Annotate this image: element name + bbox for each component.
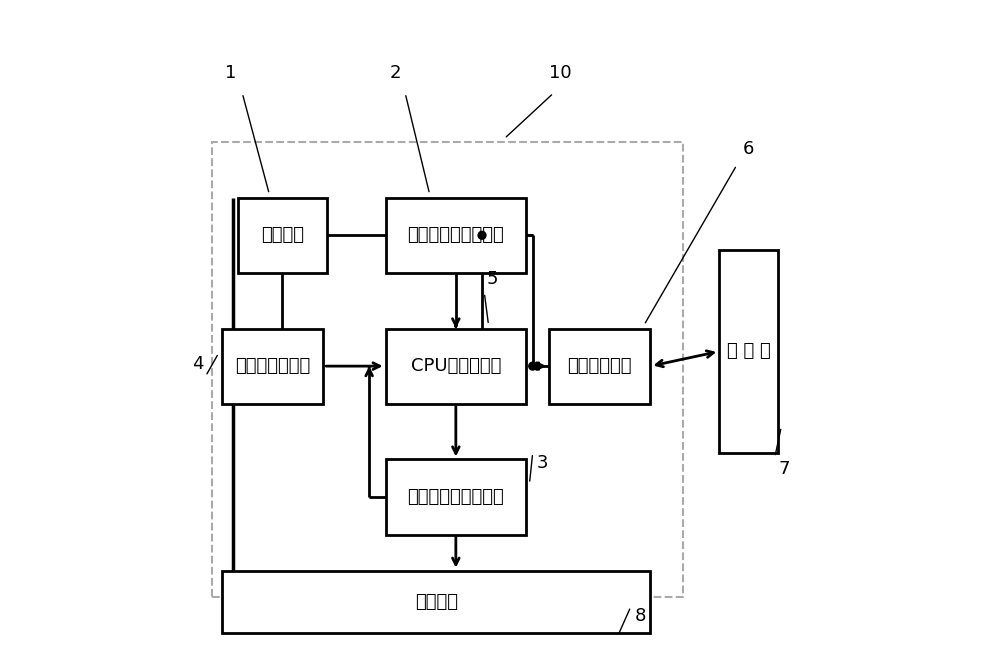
Text: 6: 6 — [743, 139, 754, 158]
Text: 1: 1 — [225, 64, 236, 82]
Circle shape — [529, 362, 537, 370]
Text: 10: 10 — [549, 64, 572, 82]
FancyBboxPatch shape — [549, 328, 650, 404]
Text: 上 位 机: 上 位 机 — [727, 342, 770, 361]
Text: 7: 7 — [779, 460, 790, 478]
Circle shape — [478, 231, 486, 239]
FancyBboxPatch shape — [386, 198, 526, 273]
Text: 现场设备: 现场设备 — [415, 593, 458, 610]
Text: 8: 8 — [635, 607, 646, 625]
FancyBboxPatch shape — [222, 570, 650, 633]
Text: 2: 2 — [390, 64, 401, 82]
Text: CPU处理器单元: CPU处理器单元 — [411, 357, 501, 375]
FancyBboxPatch shape — [719, 250, 778, 453]
Text: 数字量输入隔离单元: 数字量输入隔离单元 — [407, 226, 504, 244]
Text: 3: 3 — [537, 453, 548, 472]
FancyBboxPatch shape — [238, 198, 327, 273]
Text: 数字量输出隔离单元: 数字量输出隔离单元 — [407, 488, 504, 506]
Text: 5: 5 — [486, 271, 498, 288]
Text: 通讯接口单元: 通讯接口单元 — [568, 357, 632, 375]
Text: 模拟量采集单元: 模拟量采集单元 — [235, 357, 310, 375]
FancyBboxPatch shape — [386, 459, 526, 535]
Text: 供电单元: 供电单元 — [261, 226, 304, 244]
Text: 4: 4 — [192, 355, 203, 373]
FancyBboxPatch shape — [222, 328, 323, 404]
FancyBboxPatch shape — [386, 328, 526, 404]
